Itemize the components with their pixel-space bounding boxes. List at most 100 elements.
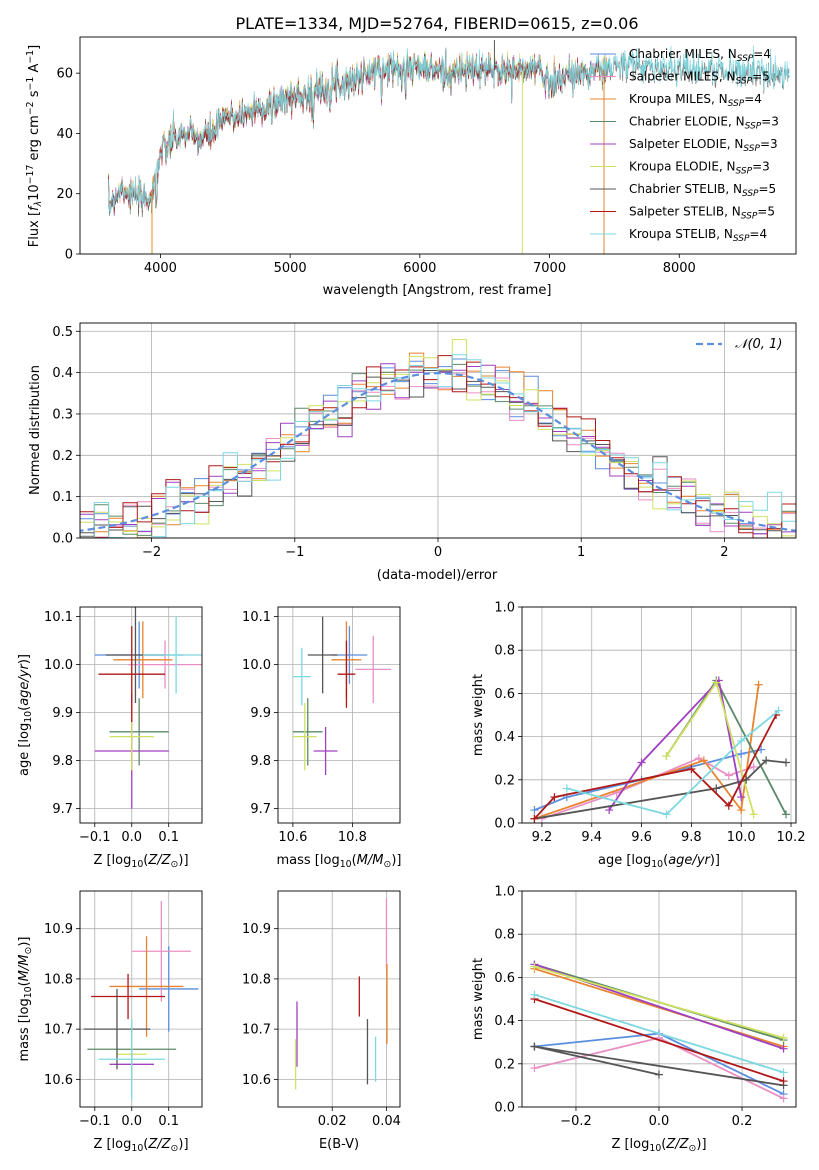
y-tick-label: 10.7 [44, 1023, 73, 1038]
y-tick-label: 9.7 [250, 802, 271, 817]
x-tick-label: 0.04 [372, 1114, 401, 1129]
weight-marker [637, 758, 646, 767]
axes-frame [521, 606, 797, 824]
plot-area [80, 339, 796, 538]
y-tick-label: 60 [56, 67, 73, 82]
weight-marker [530, 814, 539, 823]
y-tick-label: 0.0 [494, 817, 515, 832]
weight-line [608, 678, 743, 811]
weight-marker [774, 706, 783, 715]
weight-marker [779, 1077, 788, 1086]
plot-area [294, 898, 388, 1090]
x-tick-label: 1 [577, 545, 585, 560]
x-tick-label: 9.6 [631, 830, 652, 845]
axes-frame [79, 606, 203, 824]
weight-marker [749, 762, 758, 771]
x-tick-label: 8000 [663, 261, 696, 276]
x-tick-label: 10.0 [727, 830, 756, 845]
x-tick-label: 0.1 [158, 830, 179, 845]
x-axis-label: (data-model)/error [377, 568, 498, 583]
legend-label: Chabrier MILES, NSSP=4 [629, 47, 771, 64]
weight-marker [605, 806, 614, 815]
y-tick-label: 0.4 [52, 366, 73, 381]
y-axis-label: mass [log10(M/M⊙)] [17, 937, 34, 1062]
x-tick-label: −2 [142, 545, 161, 560]
legend-label: Kroupa ELODIE, NSSP=3 [629, 160, 770, 177]
y-tick-label: 9.9 [250, 706, 271, 721]
weight-marker [662, 810, 671, 819]
x-tick-label: −0.1 [79, 830, 111, 845]
legend-label: Chabrier STELIB, NSSP=5 [629, 182, 776, 199]
y-tick-label: 0.6 [494, 687, 515, 702]
y-tick-label: 0.2 [494, 1057, 515, 1072]
weight-marker [712, 678, 721, 687]
y-tick-label: 10.9 [242, 922, 271, 937]
y-tick-label: 10.7 [242, 1023, 271, 1038]
panel-6: −0.1 0.0 0.1 10.6 10.7 10.8 10.9 [44, 890, 203, 1129]
y-tick-label: 0.4 [494, 730, 515, 745]
y-tick-label: 0 [65, 248, 73, 263]
x-tick-label: −0.2 [560, 1114, 592, 1129]
y-tick-label: 1.0 [494, 885, 515, 900]
weight-marker [737, 806, 746, 815]
x-tick-label: 0.0 [649, 1114, 670, 1129]
plot-area [94, 607, 202, 809]
x-tick-label: 0.0 [121, 1114, 142, 1129]
weight-marker [762, 756, 771, 765]
y-tick-label: 0.5 [52, 325, 73, 340]
y-tick-label: 9.9 [52, 706, 73, 721]
plot-area [530, 960, 788, 1103]
figure-title: PLATE=1334, MJD=52764, FIBERID=0615, z=0… [235, 14, 638, 33]
plot-area [83, 901, 199, 1100]
weight-marker [737, 793, 746, 802]
y-tick-label: 10.8 [242, 972, 271, 987]
panel-2: −2 −1 0 1 2 0.0 0.1 0.2 0.3 0.4 0.5 𝒩(0, 1) [52, 322, 797, 560]
weight-marker [779, 1068, 788, 1077]
y-tick-label: 10.1 [242, 610, 271, 625]
legend-label: Salpeter MILES, NSSP=5 [629, 70, 770, 87]
plot-area [108, 40, 790, 254]
plot-area [292, 616, 392, 775]
x-tick-label: 0.2 [732, 1114, 753, 1129]
weight-marker [782, 758, 791, 767]
panel-7: 0.02 0.04 10.6 10.7 10.8 10.9 [242, 890, 401, 1129]
y-axis-label: mass weight [471, 674, 486, 756]
weight-marker [530, 806, 539, 815]
y-axis-label: mass weight [471, 958, 486, 1040]
weight-marker [749, 810, 758, 819]
x-axis-label: E(B-V) [319, 1137, 359, 1152]
normal-curve [80, 371, 796, 532]
weight-line [534, 998, 784, 1082]
legend-label: 𝒩(0, 1) [735, 337, 782, 352]
weight-marker [662, 752, 671, 761]
y-tick-label: 0.2 [494, 773, 515, 788]
spectrum-line [108, 45, 790, 214]
y-tick-label: 9.8 [250, 754, 271, 769]
weight-marker [530, 1064, 539, 1073]
y-tick-label: 20 [56, 187, 73, 202]
weight-marker [530, 1042, 539, 1051]
panel-3: −0.1 0.0 0.1 9.7 9.8 9.9 10.0 10.1 [44, 606, 203, 845]
x-tick-label: 10.8 [338, 830, 367, 845]
y-tick-label: 10.0 [242, 658, 271, 673]
axes-frame [79, 36, 797, 255]
axes-frame [277, 890, 401, 1108]
legend-label: Kroupa STELIB, NSSP=4 [629, 227, 767, 244]
panel-8: −0.2 0.0 0.2 0.0 0.2 0.4 0.6 0.8 1.0 [494, 885, 797, 1129]
x-tick-label: 0.02 [318, 1114, 347, 1129]
panel-5: 9.2 9.4 9.6 9.8 10.0 10.2 0.0 0.2 0.4 0.6 0.8 1.0 [494, 601, 805, 846]
x-tick-label: 4000 [144, 261, 177, 276]
y-tick-label: 10.1 [44, 610, 73, 625]
x-tick-label: 0.0 [121, 830, 142, 845]
x-tick-label: 0.1 [158, 1114, 179, 1129]
weight-marker [742, 775, 751, 784]
x-axis-label: wavelength [Angstrom, rest frame] [323, 283, 552, 298]
weight-line [534, 965, 784, 1039]
y-tick-label: 9.7 [52, 802, 73, 817]
x-tick-label: 5000 [274, 261, 307, 276]
x-tick-label: 9.8 [681, 830, 702, 845]
y-tick-label: 0.0 [494, 1101, 515, 1116]
x-tick-label: 9.4 [581, 830, 602, 845]
legend-label: Kroupa MILES, NSSP=4 [629, 92, 762, 109]
